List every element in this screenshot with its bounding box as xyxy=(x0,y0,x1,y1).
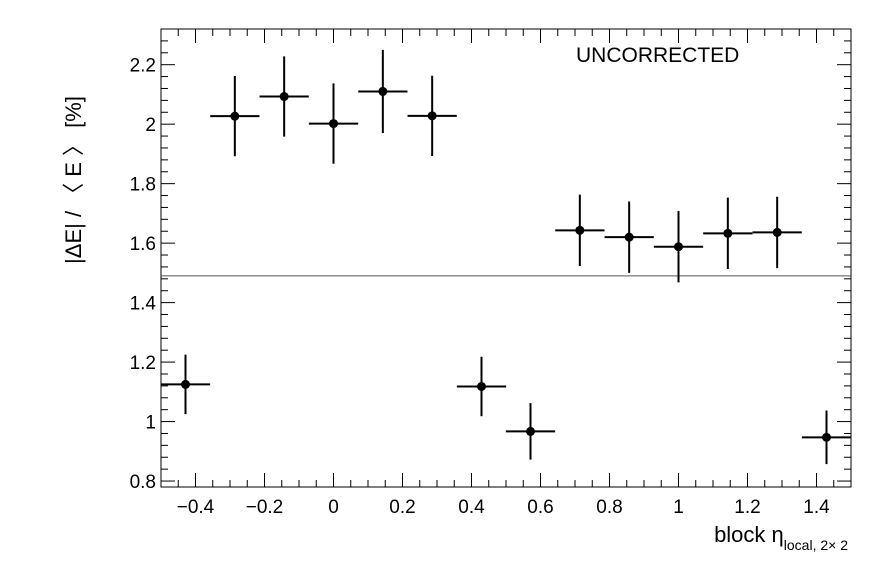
data-point xyxy=(329,119,338,129)
x-tick-label: 0.6 xyxy=(527,497,553,518)
x-tick-label: 0 xyxy=(328,497,339,518)
x-tick-label: −0.4 xyxy=(177,497,215,518)
data-point xyxy=(279,92,289,102)
x-axis-label-subscript: local, 2× 2 xyxy=(783,537,848,553)
plot-frame xyxy=(160,28,852,488)
x-tick-label: −0.2 xyxy=(246,497,284,518)
y-axis-label-container: |ΔE| / 〈 E 〉 [%] xyxy=(52,96,92,264)
data-point xyxy=(723,228,733,238)
y-tick-label: 1 xyxy=(145,413,156,434)
data-point xyxy=(772,227,782,237)
y-tick-label: 1.4 xyxy=(130,294,157,315)
data-point xyxy=(230,111,240,121)
data-point xyxy=(624,232,634,242)
x-tick-label: 0.8 xyxy=(596,497,622,518)
x-axis-label-main: block η xyxy=(714,522,784,547)
data-point xyxy=(180,379,190,389)
uncorrected-annotation: UNCORRECTED xyxy=(576,44,740,67)
data-point xyxy=(575,225,585,235)
data-point xyxy=(378,86,388,96)
data-point xyxy=(525,426,535,436)
y-tick-label: 1.2 xyxy=(130,353,156,374)
data-point xyxy=(477,381,487,391)
y-tick-label: 2.2 xyxy=(130,56,156,77)
data-point xyxy=(427,111,437,121)
x-tick-label: 0.4 xyxy=(458,497,485,518)
y-tick-label: 2 xyxy=(145,115,156,136)
x-tick-label: 1 xyxy=(673,497,684,518)
x-axis-label: block ηlocal, 2× 2 xyxy=(714,522,848,553)
y-tick-label: 1.8 xyxy=(130,175,156,196)
x-tick-label: 0.2 xyxy=(389,497,415,518)
x-tick-label: 1.4 xyxy=(803,497,830,518)
data-point xyxy=(674,242,683,252)
y-tick-label: 1.6 xyxy=(130,234,156,255)
data-point xyxy=(822,432,832,442)
y-tick-label: 0.8 xyxy=(130,472,156,493)
x-tick-label: 1.2 xyxy=(734,497,760,518)
y-axis-label: |ΔE| / 〈 E 〉 [%] xyxy=(61,96,86,264)
